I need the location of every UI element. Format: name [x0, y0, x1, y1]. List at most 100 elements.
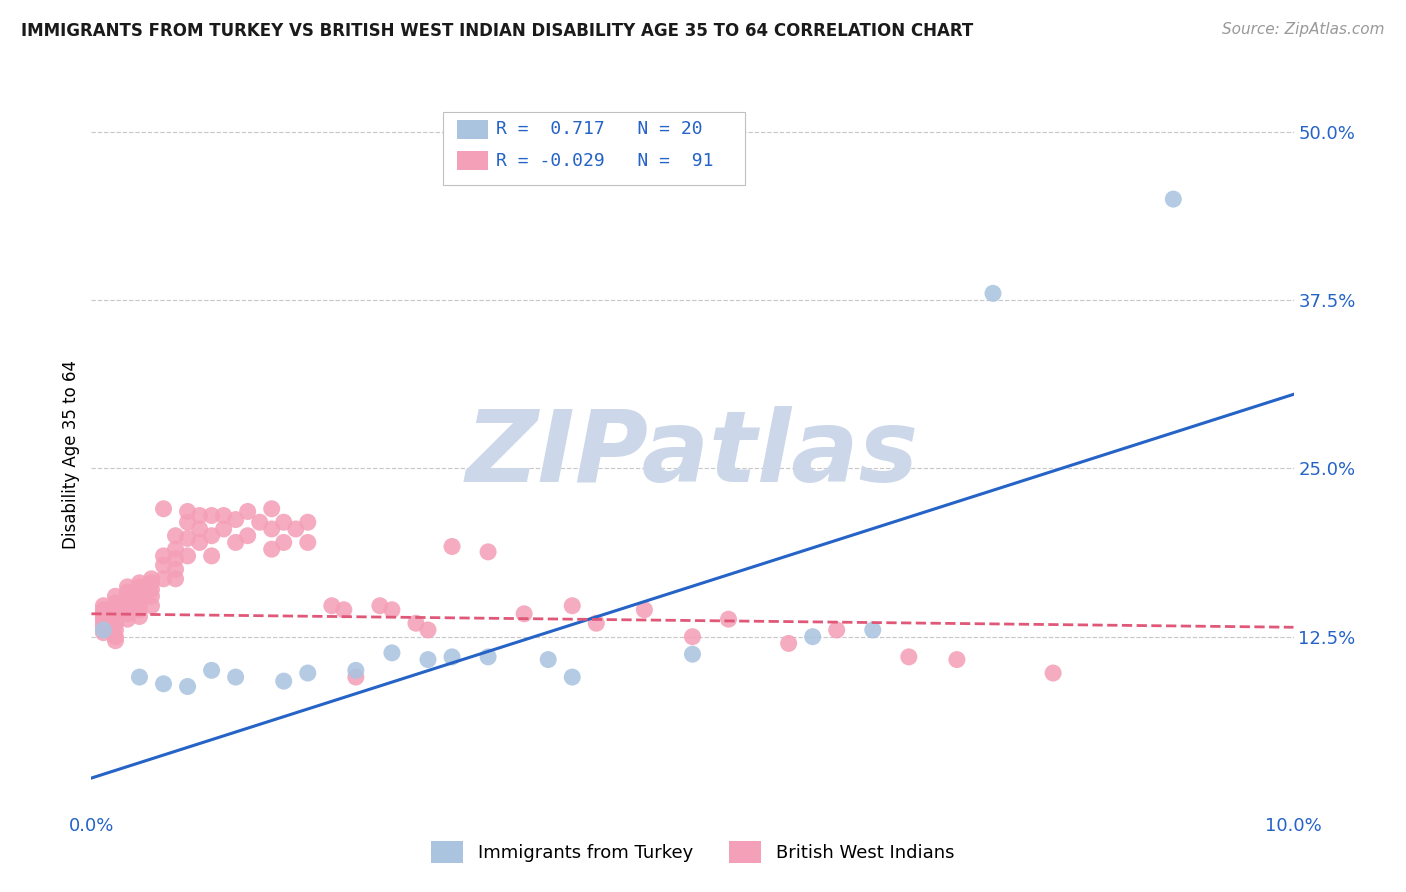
- Point: [297, 535, 319, 549]
- Point: [104, 599, 127, 613]
- Point: [104, 630, 127, 644]
- Point: [117, 596, 139, 610]
- Point: [188, 508, 211, 523]
- Point: [681, 647, 703, 661]
- Point: [165, 572, 187, 586]
- Point: [561, 599, 583, 613]
- Point: [333, 603, 356, 617]
- Point: [897, 649, 920, 664]
- Point: [297, 666, 319, 681]
- Point: [128, 609, 150, 624]
- Point: [477, 545, 499, 559]
- Point: [273, 535, 295, 549]
- Point: [513, 607, 536, 621]
- Point: [104, 603, 127, 617]
- Point: [93, 623, 115, 637]
- Point: [225, 670, 247, 684]
- Point: [176, 532, 198, 546]
- Point: [152, 572, 174, 586]
- Point: [825, 623, 848, 637]
- Point: [165, 542, 187, 557]
- Point: [201, 508, 224, 523]
- Point: [128, 603, 150, 617]
- Point: [273, 674, 295, 689]
- Point: [1161, 192, 1184, 206]
- Point: [201, 529, 224, 543]
- Point: [104, 596, 127, 610]
- Point: [128, 596, 150, 610]
- Point: [141, 582, 163, 597]
- Text: R =  0.717   N = 20: R = 0.717 N = 20: [496, 120, 703, 138]
- Point: [284, 522, 307, 536]
- Point: [152, 558, 174, 573]
- Point: [141, 575, 163, 590]
- Point: [201, 664, 224, 678]
- Point: [117, 580, 139, 594]
- Point: [717, 612, 740, 626]
- Point: [152, 677, 174, 691]
- Point: [93, 603, 115, 617]
- Point: [344, 664, 367, 678]
- Text: IMMIGRANTS FROM TURKEY VS BRITISH WEST INDIAN DISABILITY AGE 35 TO 64 CORRELATIO: IMMIGRANTS FROM TURKEY VS BRITISH WEST I…: [21, 22, 973, 40]
- Point: [260, 501, 283, 516]
- Text: ZIPatlas: ZIPatlas: [465, 407, 920, 503]
- Point: [405, 616, 427, 631]
- Point: [537, 652, 560, 666]
- Point: [188, 522, 211, 536]
- Point: [416, 623, 439, 637]
- Point: [1042, 666, 1064, 681]
- Point: [212, 508, 235, 523]
- Point: [249, 515, 271, 529]
- Point: [141, 572, 163, 586]
- Point: [104, 633, 127, 648]
- Point: [104, 589, 127, 603]
- Point: [176, 680, 198, 694]
- Point: [236, 529, 259, 543]
- Text: Source: ZipAtlas.com: Source: ZipAtlas.com: [1222, 22, 1385, 37]
- Legend: Immigrants from Turkey, British West Indians: Immigrants from Turkey, British West Ind…: [423, 834, 962, 871]
- Point: [188, 535, 211, 549]
- Point: [117, 612, 139, 626]
- Point: [165, 562, 187, 576]
- Point: [165, 551, 187, 566]
- Point: [260, 542, 283, 557]
- Point: [225, 512, 247, 526]
- Point: [152, 501, 174, 516]
- Point: [104, 623, 127, 637]
- Point: [176, 515, 198, 529]
- Point: [440, 540, 463, 554]
- Point: [368, 599, 391, 613]
- Point: [381, 646, 404, 660]
- Point: [981, 286, 1004, 301]
- Point: [585, 616, 607, 631]
- Point: [633, 603, 655, 617]
- Text: R = -0.029   N =  91: R = -0.029 N = 91: [496, 152, 714, 169]
- Point: [236, 504, 259, 518]
- Point: [128, 580, 150, 594]
- Point: [93, 606, 115, 620]
- Point: [117, 585, 139, 599]
- Point: [93, 625, 115, 640]
- Point: [225, 535, 247, 549]
- Point: [128, 670, 150, 684]
- Point: [104, 612, 127, 626]
- Y-axis label: Disability Age 35 to 64: Disability Age 35 to 64: [62, 360, 80, 549]
- Point: [104, 609, 127, 624]
- Point: [440, 649, 463, 664]
- Point: [128, 575, 150, 590]
- Point: [176, 549, 198, 563]
- Point: [93, 612, 115, 626]
- Point: [165, 529, 187, 543]
- Point: [141, 599, 163, 613]
- Point: [93, 609, 115, 624]
- Point: [128, 589, 150, 603]
- Point: [946, 652, 969, 666]
- Point: [801, 630, 824, 644]
- Point: [141, 589, 163, 603]
- Point: [93, 599, 115, 613]
- Point: [93, 616, 115, 631]
- Point: [681, 630, 703, 644]
- Point: [93, 620, 115, 634]
- Point: [477, 649, 499, 664]
- Point: [260, 522, 283, 536]
